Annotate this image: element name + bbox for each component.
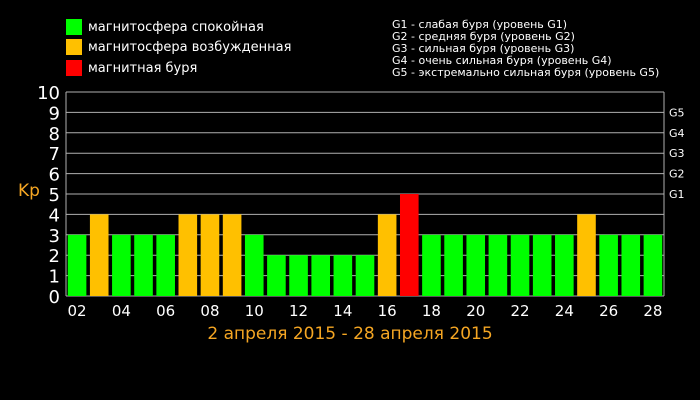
legend-row-storm: магнитная буря <box>66 60 197 76</box>
storm-level-g3: G3 - сильная буря (уровень G3) <box>392 42 575 55</box>
kp-bar <box>67 234 87 296</box>
x-tick-label: 08 <box>200 302 219 320</box>
y-tick-label: 0 <box>49 287 60 308</box>
kp-bar <box>156 234 175 296</box>
y-tick-label: 1 <box>49 267 60 288</box>
kp-bar <box>311 255 331 296</box>
right-tick-label: G2 <box>669 168 685 181</box>
right-tick-label: G1 <box>669 188 685 201</box>
x-tick-label: 14 <box>333 302 352 320</box>
kp-bar <box>134 234 153 296</box>
kp-bar <box>577 214 596 296</box>
kp-bar <box>488 234 508 296</box>
kp-bar <box>200 214 220 296</box>
x-tick-label: 16 <box>378 302 397 320</box>
legend-swatch-quiet <box>66 19 82 35</box>
kp-bar <box>377 214 397 296</box>
y-tick-label: 7 <box>49 144 60 165</box>
kp-bar <box>333 255 353 296</box>
x-tick-label: 18 <box>422 302 441 320</box>
kp-bar <box>399 194 419 296</box>
legend-label-storm: магнитная буря <box>88 60 198 76</box>
x-tick-label: 06 <box>156 302 175 320</box>
legend-swatch-excited <box>66 39 82 55</box>
kp-bar <box>355 255 375 296</box>
kp-bar <box>289 255 308 296</box>
kp-bar <box>555 234 574 296</box>
kp-bar <box>422 234 441 296</box>
legend-row-quiet: магнитосфера спокойная <box>66 19 264 35</box>
storm-level-g5: G5 - экстремально сильная буря (уровень … <box>392 66 660 79</box>
legend-label-quiet: магнитосфера спокойная <box>88 19 264 35</box>
kp-bar <box>267 255 286 296</box>
kp-bar <box>222 214 242 296</box>
x-tick-label: 28 <box>643 302 662 320</box>
y-tick-label: 3 <box>49 226 60 247</box>
y-tick-label: 2 <box>49 246 60 267</box>
kp-bar <box>510 234 530 296</box>
y-tick-label: 5 <box>49 185 60 206</box>
y-tick-label: 4 <box>49 205 60 226</box>
x-tick-label: 02 <box>68 302 87 320</box>
y-tick-label: 10 <box>37 83 60 104</box>
x-tick-label: 22 <box>510 302 529 320</box>
x-tick-label: 04 <box>112 302 131 320</box>
y-tick-label: 9 <box>49 103 60 124</box>
storm-level-g4: G4 - очень сильная буря (уровень G4) <box>392 54 612 67</box>
right-tick-label: G5 <box>669 106 685 119</box>
kp-bar <box>178 214 198 296</box>
x-tick-label: 24 <box>555 302 574 320</box>
kp-bar <box>444 234 463 296</box>
x-tick-label: 26 <box>599 302 618 320</box>
y-tick-label: 8 <box>49 124 60 145</box>
y-tick-label: 6 <box>49 165 60 186</box>
right-tick-label: G4 <box>669 127 685 140</box>
kp-bar <box>466 234 486 296</box>
x-tick-label: 20 <box>466 302 485 320</box>
kp-bar <box>599 234 618 296</box>
storm-level-g2: G2 - средняя буря (уровень G2) <box>392 30 575 43</box>
x-tick-label: 10 <box>245 302 264 320</box>
kp-bar <box>621 234 641 296</box>
kp-bar <box>244 234 264 296</box>
legend-swatch-storm <box>66 60 82 76</box>
kp-bar <box>112 234 131 296</box>
kp-bar <box>532 234 552 296</box>
kp-bar <box>643 234 663 296</box>
legend-row-excited: магнитосфера возбужденная <box>66 39 291 55</box>
right-tick-label: G3 <box>669 147 685 160</box>
x-tick-label: 12 <box>289 302 308 320</box>
legend-label-excited: магнитосфера возбужденная <box>88 39 292 55</box>
date-range-subtitle: 2 апреля 2015 - 28 апреля 2015 <box>207 324 493 344</box>
storm-level-g1: G1 - слабая буря (уровень G1) <box>392 18 568 31</box>
kp-bar <box>89 214 109 296</box>
y-axis-label: Kp <box>18 181 40 201</box>
